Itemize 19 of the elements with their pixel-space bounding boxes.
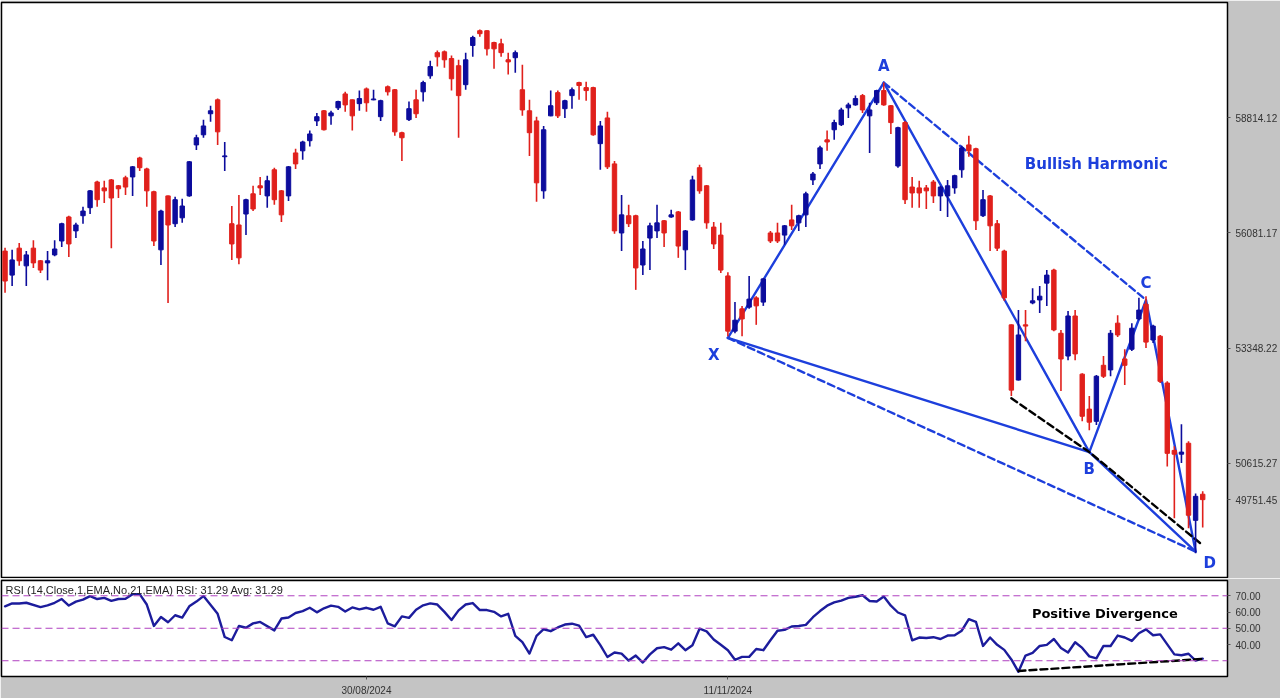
annotation: Positive Divergence [1031,605,1179,621]
y-tick-label: 70.00 [1235,590,1261,602]
chart-title: RSI (14,Close,1,EMA,No,21,EMA) RSI: 31.29 Avg: 31.29 [5,583,283,596]
annotation: D [1203,553,1216,572]
y-tick-label: 60.00 [1235,607,1261,619]
annotation: Bullish Harmonic [1024,154,1168,173]
y-tick-label: 50615.27 [1235,458,1278,470]
y-tick-label: 50.00 [1235,623,1261,635]
y-tick-label: 49751.45 [1235,494,1278,506]
y-tick-label: 53348.22 [1235,343,1278,355]
x-tick-label: 11/11/2024 [703,684,753,696]
annotation: C [1140,273,1152,292]
y-tick-label: 58814.12 [1235,112,1278,124]
annotation: B [1083,460,1096,479]
annotation: X [708,345,721,364]
y-tick-label: 56081.17 [1235,227,1278,239]
annotation: A [877,56,890,75]
y-tick-label: 40.00 [1235,639,1261,651]
x-tick-label: 30/08/2024 [341,684,392,696]
